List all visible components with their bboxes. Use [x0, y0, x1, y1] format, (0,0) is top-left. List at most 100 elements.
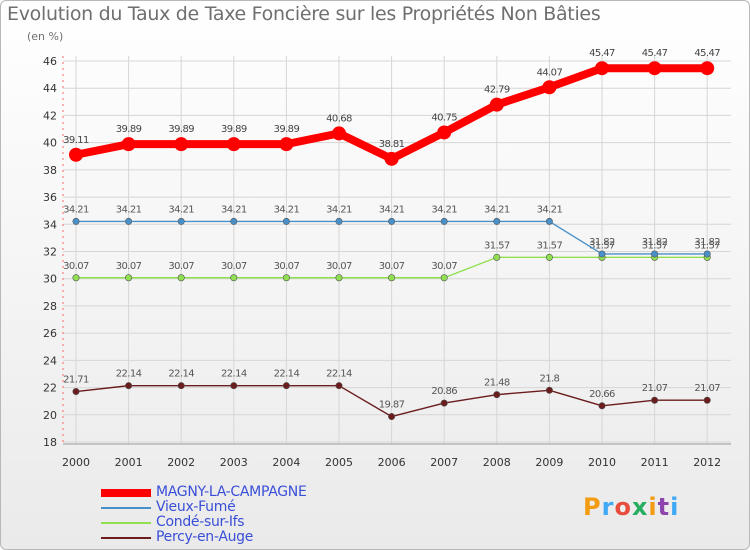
x-tick-label: 2004 [272, 456, 300, 469]
data-label: 31.57 [484, 240, 510, 251]
data-point [545, 217, 553, 225]
y-tick-label: 24 [43, 354, 57, 367]
data-label: 40.68 [326, 113, 352, 124]
logo-letter: P [583, 493, 602, 521]
data-label: 30.07 [326, 261, 352, 272]
data-label: 22.14 [221, 369, 247, 380]
data-label: 31.57 [694, 240, 720, 251]
data-label: 30.07 [274, 261, 300, 272]
data-label: 22.14 [168, 369, 194, 380]
data-point [335, 382, 343, 390]
legend-label: Vieux-Fumé [156, 499, 236, 515]
data-point [440, 217, 448, 225]
data-label: 21.48 [484, 378, 510, 389]
data-label: 39.89 [116, 124, 142, 135]
data-label: 45.47 [694, 48, 720, 59]
data-label: 30.07 [168, 261, 194, 272]
data-label: 42.79 [484, 85, 510, 96]
x-tick-label: 2008 [483, 456, 511, 469]
data-point [177, 217, 185, 225]
data-label: 30.07 [221, 261, 247, 272]
x-tick-label: 2002 [167, 456, 195, 469]
data-label: 20.86 [431, 386, 457, 397]
data-label: 39.89 [168, 124, 194, 135]
data-point [125, 382, 133, 390]
data-label: 21.07 [694, 383, 720, 394]
data-label: 34.21 [274, 204, 300, 215]
data-point [595, 61, 609, 76]
data-point [335, 274, 343, 282]
y-tick-label: 22 [43, 382, 57, 395]
y-tick-label: 18 [43, 436, 57, 449]
data-point [69, 147, 83, 162]
data-point [177, 382, 185, 390]
grid [63, 56, 731, 444]
data-label: 39.11 [63, 135, 89, 146]
data-point [440, 399, 448, 407]
x-tick-label: 2001 [115, 456, 143, 469]
series-percy-en-auge: 21.71 22.14 22.14 22.14 22.14 22.14 19.87 20.86… [63, 369, 721, 421]
legend-label: Condé-sur-Ifs [156, 514, 245, 530]
data-label: 45.47 [589, 48, 615, 59]
data-point [542, 80, 557, 95]
logo-text: Proxiti [583, 493, 679, 521]
x-tick-label: 2011 [641, 456, 669, 469]
x-tick-label: 2010 [588, 456, 616, 469]
data-point [230, 382, 238, 390]
data-point [282, 217, 290, 225]
data-label: 21.71 [63, 375, 89, 386]
data-point [437, 125, 452, 140]
data-point [651, 250, 659, 258]
data-point [440, 274, 448, 282]
data-label: 34.21 [116, 204, 142, 215]
data-label: 34.21 [379, 204, 405, 215]
y-tick-label: 20 [43, 409, 57, 422]
data-point [703, 396, 711, 404]
data-point [493, 217, 501, 225]
proxiti-logo: Proxiti [583, 493, 679, 521]
data-point [388, 413, 396, 421]
data-label: 30.07 [431, 261, 457, 272]
data-point [279, 137, 294, 152]
data-label: 31.82 [642, 237, 668, 248]
data-point [282, 382, 290, 390]
series-magny-la-campagne: 39.11 39.89 39.89 39.89 39.89 40.68 38.81 40.75… [63, 48, 721, 166]
data-label: 31.82 [694, 237, 720, 248]
data-label: 22.14 [326, 369, 352, 380]
y-tick-label: 28 [43, 300, 57, 313]
logo-letter: o [614, 493, 632, 521]
data-point [489, 97, 504, 112]
y-tick-label: 26 [43, 327, 57, 340]
data-point [121, 137, 136, 152]
data-point [72, 388, 80, 396]
data-label: 40.75 [431, 112, 457, 123]
data-point [388, 217, 396, 225]
y-tick-label: 46 [43, 55, 57, 68]
data-point [72, 274, 80, 282]
x-tick-label: 2003 [220, 456, 248, 469]
data-point [230, 274, 238, 282]
data-point [125, 217, 133, 225]
data-label: 34.21 [326, 204, 352, 215]
data-label: 34.21 [431, 204, 457, 215]
data-label: 39.89 [221, 124, 247, 135]
data-point [335, 217, 343, 225]
data-label: 21.8 [539, 373, 559, 384]
legend-label: Percy-en-Auge [156, 529, 254, 545]
legend-swatch [101, 507, 151, 509]
data-label: 34.21 [537, 204, 563, 215]
series-cond-sur-ifs: 30.07 30.07 30.07 30.07 30.07 30.07 30.07 30.07… [63, 240, 721, 282]
data-point [598, 402, 606, 410]
data-label: 34.21 [221, 204, 247, 215]
x-tick-label: 2005 [325, 456, 353, 469]
x-tick-label: 2006 [378, 456, 406, 469]
x-tick-label: 2009 [535, 456, 563, 469]
y-tick-label: 42 [43, 109, 57, 122]
y-tick-label: 44 [43, 82, 57, 95]
x-tick-label: 2000 [62, 456, 90, 469]
y-tick-label: 40 [43, 137, 57, 150]
data-point [282, 274, 290, 282]
data-point [226, 137, 241, 152]
